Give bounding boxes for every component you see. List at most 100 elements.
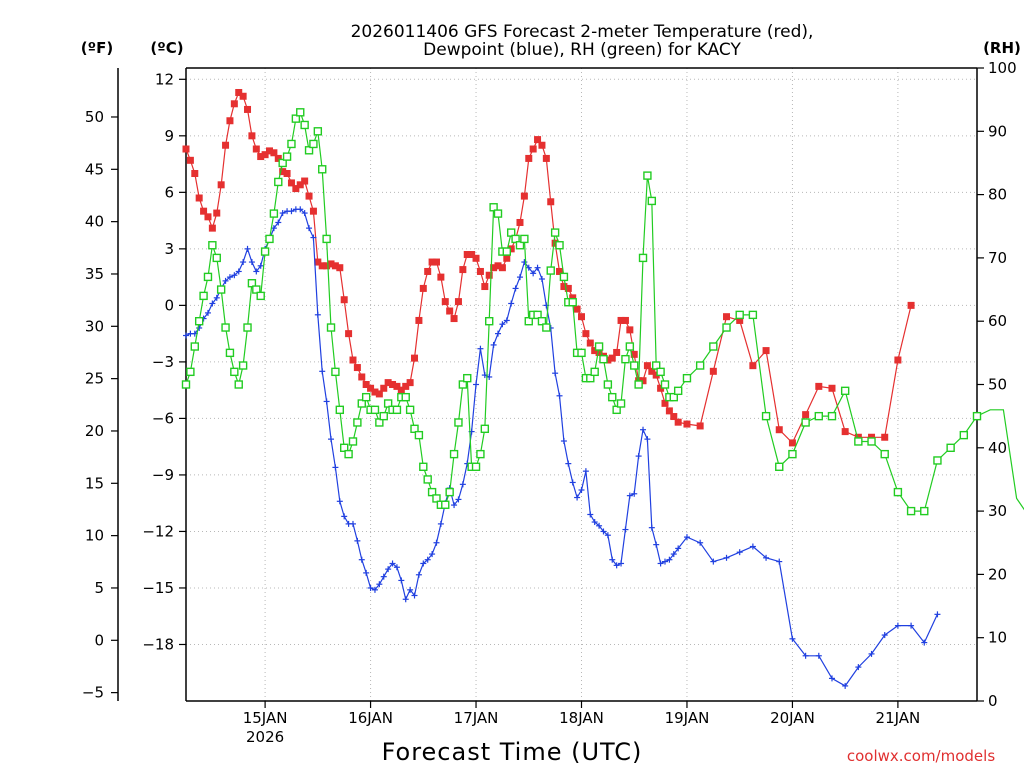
dewpoint-point	[574, 494, 581, 501]
temperature-point	[331, 262, 339, 270]
temperature-point	[239, 92, 247, 100]
dewpoint-point	[534, 264, 541, 271]
rh-point	[906, 506, 916, 516]
dewpoint-point	[380, 573, 387, 580]
rh-point	[309, 139, 318, 149]
x-tick-label: 21JAN	[876, 709, 921, 727]
rh-point	[542, 323, 551, 332]
dewpoint-point	[657, 560, 664, 567]
rh-point	[603, 380, 613, 389]
dewpoint-point	[635, 453, 642, 460]
rh-point	[854, 437, 863, 446]
dewpoint-point	[776, 558, 783, 565]
rh-point	[322, 234, 331, 244]
dewpoint-point	[398, 577, 405, 584]
temperature-point	[424, 267, 432, 275]
rh-point	[190, 342, 199, 351]
rh-point	[252, 285, 261, 294]
rh-point	[414, 430, 424, 440]
dewpoint-point	[301, 210, 308, 217]
rh-point	[194, 317, 204, 326]
rh-point	[344, 449, 353, 459]
temperature-point	[472, 254, 480, 262]
temperature-point	[657, 384, 665, 392]
dewpoint-point	[736, 549, 743, 556]
celsius-tick-label: 9	[164, 127, 174, 145]
temperature-point	[222, 141, 230, 149]
temperature-point	[397, 386, 405, 394]
dewpoint-point	[591, 519, 598, 526]
dewpoint-point	[459, 481, 466, 488]
temperature-point	[542, 154, 550, 162]
temperature-point	[586, 339, 594, 347]
rh-point	[643, 171, 652, 180]
temperature-point	[894, 356, 902, 364]
grid-lines	[186, 68, 977, 701]
rh-point	[278, 158, 287, 168]
dewpoint-point	[587, 511, 594, 518]
dewpoint-point	[332, 464, 339, 471]
dewpoint-point	[644, 436, 651, 443]
rh-point	[282, 152, 292, 161]
temperature-point	[551, 239, 559, 247]
temperature-point	[643, 362, 651, 370]
rh-point	[203, 272, 213, 282]
temperature-point	[208, 224, 216, 232]
temperature-point	[195, 194, 203, 202]
rh-point	[410, 424, 419, 434]
rh-tick-label: 50	[988, 376, 1007, 394]
rh-point	[761, 411, 771, 421]
temperature-point	[591, 347, 599, 355]
rh-point	[959, 430, 969, 440]
temperature-point	[402, 382, 410, 390]
temperature-point	[788, 439, 796, 447]
fahrenheit-tick-label: 45	[85, 160, 104, 178]
temperature-point	[775, 426, 783, 434]
x-tick-label: 16JAN	[348, 709, 393, 727]
celsius-tick-label: −12	[142, 522, 174, 540]
temperature-point	[604, 356, 612, 364]
rh-point	[616, 399, 626, 408]
temperature-point	[261, 151, 269, 159]
dewpoint-point	[213, 294, 220, 301]
fahrenheit-tick-label: 50	[85, 108, 104, 126]
temperature-point	[639, 377, 647, 385]
rh-point	[709, 342, 718, 351]
rh-point	[608, 392, 617, 402]
temperature-point	[296, 181, 304, 189]
temperature-point	[661, 399, 669, 407]
rh-point	[401, 392, 410, 402]
temperature-point	[353, 364, 361, 372]
temperature-point	[626, 326, 634, 334]
dewpoint-point	[530, 270, 537, 277]
dewpoint-point	[490, 341, 497, 348]
temperature-point	[257, 153, 265, 161]
dewpoint-point	[385, 566, 392, 573]
dewpoint-point	[556, 392, 563, 399]
temperature-point	[828, 384, 836, 392]
dewpoint-point	[604, 532, 611, 539]
dewpoint-point	[622, 526, 629, 533]
dewpoint-point	[661, 558, 668, 565]
data-series	[181, 88, 1024, 689]
rh-point	[656, 367, 665, 377]
temperature-point	[630, 350, 638, 358]
dewpoint-point	[499, 321, 506, 328]
rh-point	[199, 291, 208, 301]
temperature-point	[582, 330, 590, 338]
temperature-point	[459, 266, 467, 274]
rh-point	[748, 310, 758, 320]
temperature-point	[621, 316, 629, 324]
dewpoint-point	[473, 381, 480, 388]
temperature-point	[490, 264, 498, 272]
dewpoint-point	[881, 632, 888, 639]
temperature-point	[907, 301, 915, 309]
temperature-point	[384, 379, 392, 387]
dewpoint-point	[569, 479, 576, 486]
temperature-point	[683, 420, 691, 428]
celsius-tick-label: 12	[155, 70, 174, 88]
temperature-point	[481, 283, 489, 291]
dewpoint-point	[648, 524, 655, 531]
temperature-point	[547, 198, 555, 206]
dewpoint-point	[495, 330, 502, 337]
